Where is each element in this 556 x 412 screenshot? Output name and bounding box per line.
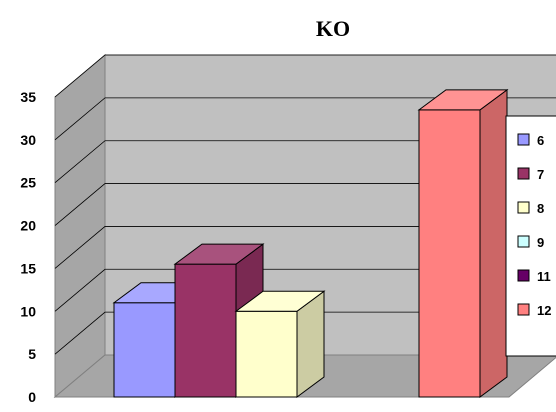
legend-swatch — [517, 167, 530, 180]
gridline — [54, 183, 556, 226]
y-tick-label: 0 — [28, 389, 36, 405]
gridline — [54, 97, 556, 141]
legend-item-7: 7 — [517, 167, 544, 182]
bar-8 — [234, 290, 326, 398]
legend-item-11: 11 — [517, 269, 551, 284]
y-tick-label: 10 — [20, 303, 36, 319]
legend-swatch — [517, 303, 530, 316]
bars — [112, 88, 509, 398]
legend-label: 11 — [537, 269, 551, 284]
y-tick-label: 35 — [20, 89, 36, 105]
legend-item-12: 12 — [517, 303, 551, 318]
legend-box — [505, 115, 556, 357]
legend-label: 9 — [537, 235, 544, 250]
gridline — [54, 226, 556, 269]
legend-label: 8 — [537, 201, 544, 216]
legend-label: 12 — [537, 303, 551, 318]
gridline — [54, 140, 556, 184]
legend-swatch — [517, 133, 530, 146]
gridline — [54, 268, 556, 312]
legend-label: 7 — [537, 167, 544, 182]
gridlines — [54, 54, 556, 355]
y-tick-label: 15 — [20, 260, 36, 276]
legend-item-9: 9 — [517, 235, 544, 250]
chart-title: KO — [316, 16, 350, 41]
gridline — [54, 54, 556, 98]
legend-swatch — [517, 235, 530, 248]
legend-label: 6 — [537, 133, 544, 148]
side-wall — [54, 53, 106, 399]
y-tick-label: 20 — [20, 218, 36, 234]
y-tick-label: 25 — [20, 175, 36, 191]
legend-item-6: 6 — [517, 133, 544, 148]
legend-swatch — [517, 201, 530, 214]
y-axis: 0 5 10 15 20 25 30 35 — [20, 89, 36, 405]
gridline — [54, 311, 556, 355]
y-tick-label: 5 — [28, 346, 36, 362]
legend-item-8: 8 — [517, 201, 544, 216]
y-tick-label: 30 — [20, 132, 36, 148]
legend-swatch — [517, 269, 530, 282]
bar-12 — [417, 88, 509, 398]
legend: 6 7 8 9 11 12 — [505, 115, 556, 357]
